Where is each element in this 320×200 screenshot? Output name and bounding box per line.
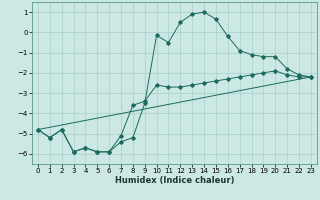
X-axis label: Humidex (Indice chaleur): Humidex (Indice chaleur) bbox=[115, 176, 234, 185]
